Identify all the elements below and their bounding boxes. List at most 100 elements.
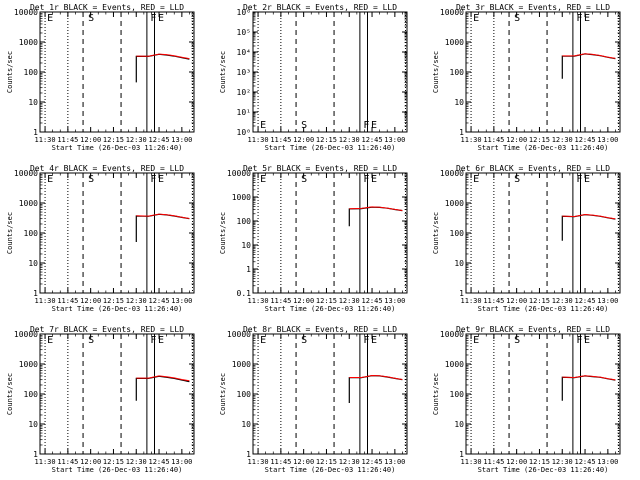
y-tick-label: 100 — [450, 68, 465, 77]
y-tick-label: 1 — [459, 289, 464, 298]
y-tick-label: 1 — [246, 265, 251, 274]
x-tick-label: 12:30 — [552, 136, 573, 144]
y-tick-label: 10000 — [227, 330, 251, 339]
x-tick-label: 12:45 — [575, 458, 596, 466]
panel-title: Det 8r BLACK = Events, RED = LLD — [243, 325, 397, 334]
x-tick-label: 12:30 — [126, 458, 147, 466]
x-tick-label: 11:30 — [461, 458, 482, 466]
y-tick-label: 1000 — [445, 360, 464, 369]
x-tick-label: 11:45 — [270, 458, 291, 466]
panel-title: Det 2r BLACK = Events, RED = LLD — [243, 3, 397, 12]
x-tick-label: 12:15 — [103, 458, 124, 466]
y-tick-label: 10³ — [237, 68, 251, 77]
x-tick-label: 12:30 — [126, 297, 147, 305]
x-tick-label: 13:00 — [597, 458, 618, 466]
plot-frame — [39, 172, 195, 294]
panel-title: Det 6r BLACK = Events, RED = LLD — [456, 164, 610, 173]
phase-label: F — [363, 120, 369, 131]
x-axis-label: Start Time (26-Dec-03 11:26:40) — [478, 144, 609, 152]
y-tick-label: 10000 — [227, 169, 251, 178]
phase-label: E — [371, 174, 377, 185]
x-tick-label: 11:45 — [483, 297, 504, 305]
y-tick-label: 10 — [28, 98, 38, 107]
x-tick-label: 11:30 — [461, 136, 482, 144]
x-tick-label: 11:45 — [57, 136, 78, 144]
phase-label: E — [584, 174, 590, 185]
y-tick-label: 1 — [459, 128, 464, 137]
x-axis-label: Start Time (26-Dec-03 11:26:40) — [265, 144, 396, 152]
x-tick-label: 12:00 — [506, 458, 527, 466]
x-tick-label: 11:30 — [35, 458, 56, 466]
x-axis-label: Start Time (26-Dec-03 11:26:40) — [52, 466, 183, 474]
series-line-events — [561, 213, 616, 241]
y-axis-label: Counts/sec — [6, 51, 14, 93]
series-line-events — [348, 206, 403, 227]
y-tick-label: 1000 — [19, 360, 38, 369]
y-tick-label: 10⁶ — [237, 8, 251, 17]
x-tick-label: 12:45 — [575, 297, 596, 305]
x-tick-label: 12:45 — [149, 458, 170, 466]
y-tick-label: 10 — [241, 420, 251, 429]
x-axis-label: Start Time (26-Dec-03 11:26:40) — [265, 305, 396, 313]
x-tick-label: 13:00 — [384, 136, 405, 144]
panel-title: Det 3r BLACK = Events, RED = LLD — [456, 3, 610, 12]
x-tick-label: 13:00 — [171, 458, 192, 466]
y-tick-label: 10 — [28, 259, 38, 268]
phase-label: F — [576, 174, 582, 185]
phase-label: S — [514, 13, 520, 24]
y-tick-label: 10¹ — [237, 108, 251, 117]
x-tick-label: 12:45 — [149, 297, 170, 305]
y-tick-label: 100 — [237, 217, 252, 226]
phase-label: E — [158, 174, 164, 185]
x-tick-label: 12:15 — [316, 297, 337, 305]
y-tick-label: 10 — [241, 241, 251, 250]
x-axis-label: Start Time (26-Dec-03 11:26:40) — [52, 144, 183, 152]
x-tick-label: 12:30 — [339, 458, 360, 466]
x-tick-label: 12:30 — [339, 136, 360, 144]
phase-label: S — [301, 174, 307, 185]
x-tick-label: 12:00 — [506, 297, 527, 305]
phase-label: F — [150, 13, 156, 24]
x-tick-label: 11:45 — [270, 297, 291, 305]
x-tick-label: 12:15 — [316, 136, 337, 144]
y-tick-label: 10000 — [14, 169, 38, 178]
y-tick-label: 10⁰ — [237, 128, 251, 137]
panel-title: Det 5r BLACK = Events, RED = LLD — [243, 164, 397, 173]
plot-frame — [39, 11, 195, 133]
x-tick-label: 11:45 — [57, 458, 78, 466]
x-tick-label: 12:15 — [103, 297, 124, 305]
phase-label: E — [371, 335, 377, 346]
y-tick-label: 1000 — [19, 38, 38, 47]
phase-label: E — [47, 174, 53, 185]
phase-label: E — [584, 13, 590, 24]
x-tick-label: 12:45 — [362, 136, 383, 144]
x-tick-label: 12:00 — [293, 136, 314, 144]
plot-frame — [465, 172, 621, 294]
series-line-lld — [136, 375, 190, 382]
panel-title: Det 1r BLACK = Events, RED = LLD — [30, 3, 184, 12]
x-tick-label: 11:30 — [461, 297, 482, 305]
y-tick-label: 1 — [33, 289, 38, 298]
y-tick-label: 10000 — [440, 8, 464, 17]
x-tick-label: 12:30 — [552, 297, 573, 305]
x-tick-label: 12:00 — [293, 458, 314, 466]
phase-label: E — [473, 174, 479, 185]
x-tick-label: 12:00 — [80, 458, 101, 466]
series-line-lld — [349, 374, 403, 380]
x-tick-label: 12:45 — [362, 458, 383, 466]
plot-frame — [465, 11, 621, 133]
y-tick-label: 100 — [450, 390, 465, 399]
series-line-events — [561, 53, 616, 79]
plot-frame — [252, 11, 408, 133]
y-tick-label: 10 — [454, 98, 464, 107]
y-tick-label: 100 — [24, 68, 39, 77]
phase-label: F — [576, 13, 582, 24]
x-tick-label: 12:30 — [552, 458, 573, 466]
series-line-lld — [349, 206, 403, 211]
y-axis-label: Counts/sec — [6, 373, 14, 415]
y-tick-label: 100 — [237, 390, 252, 399]
series-line-lld — [136, 53, 190, 60]
